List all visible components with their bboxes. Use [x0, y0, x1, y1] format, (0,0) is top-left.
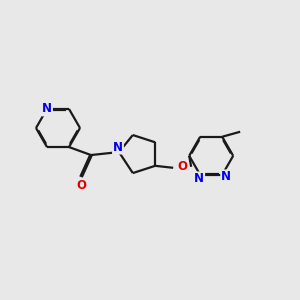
Text: N: N — [221, 170, 231, 183]
Text: N: N — [42, 102, 52, 116]
Text: N: N — [194, 172, 204, 185]
Text: O: O — [76, 178, 86, 192]
Text: O: O — [177, 160, 187, 173]
Text: N: N — [113, 141, 123, 154]
